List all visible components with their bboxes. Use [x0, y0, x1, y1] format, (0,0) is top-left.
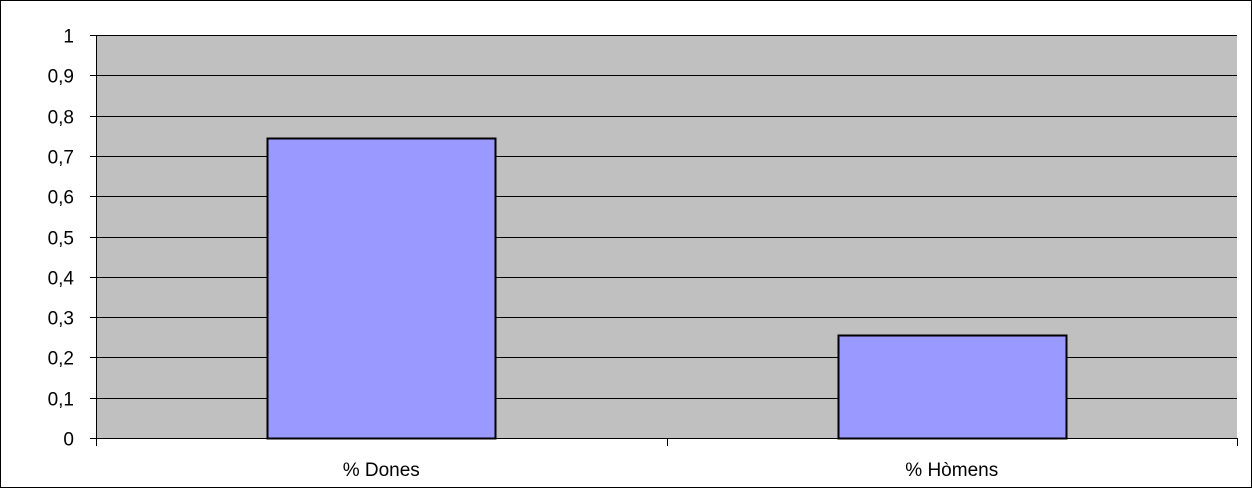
y-tick-label: 0 — [63, 430, 74, 451]
y-tick-label: 0,2 — [48, 349, 74, 370]
y-tick-label: 0,8 — [48, 108, 74, 129]
y-tick-label: 1 — [63, 27, 74, 48]
y-tick-label: 0,3 — [48, 309, 74, 330]
y-tick-label: 0,7 — [48, 148, 74, 169]
y-tick-label: 0,1 — [48, 390, 74, 411]
y-tick-label: 0,6 — [48, 188, 74, 209]
x-category-label: % Hòmens — [905, 460, 998, 481]
y-tick-label: 0,9 — [48, 67, 74, 88]
y-tick-label: 0,5 — [48, 229, 74, 250]
bar — [837, 334, 1068, 440]
y-tick-label: 0,4 — [48, 269, 75, 290]
x-category-label: % Dones — [343, 460, 420, 481]
bar — [266, 137, 497, 440]
